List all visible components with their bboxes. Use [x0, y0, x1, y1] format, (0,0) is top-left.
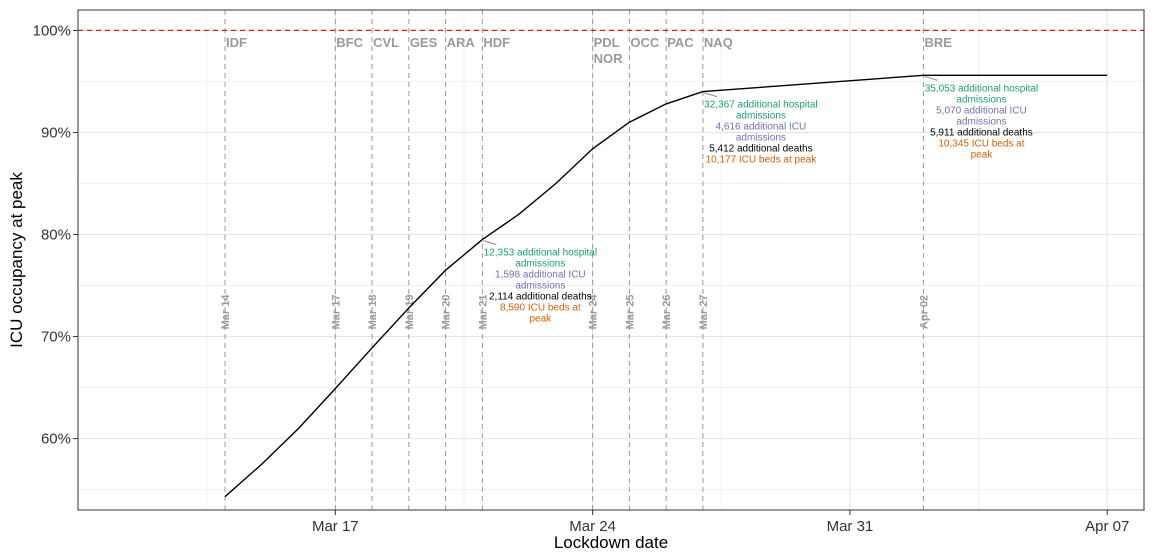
- region-label: GES: [410, 35, 438, 50]
- annotation-text: admissions: [956, 116, 1006, 127]
- annotation-text: 12,353 additional hospital: [484, 248, 597, 259]
- annotation-text: admissions: [956, 94, 1006, 105]
- lockdown-date-label: Mar 17: [330, 295, 342, 330]
- x-tick-label: Mar 24: [569, 518, 616, 535]
- x-tick-label: Mar 31: [827, 518, 874, 535]
- annotations-group: 12,353 additional hospitaladmissions1,59…: [483, 75, 1038, 325]
- minor-gridlines: [78, 10, 1144, 510]
- annotation-pointer: [703, 92, 718, 98]
- region-label: BRE: [924, 35, 952, 50]
- x-tick-label: Apr 07: [1085, 518, 1129, 535]
- annotation-text: 10,345 ICU beds at: [938, 138, 1024, 149]
- annotation-text: 4,616 additional ICU: [716, 122, 807, 133]
- y-tick-label: 60%: [41, 431, 71, 448]
- region-label: OCC: [630, 35, 660, 50]
- annotation-text: peak: [971, 149, 994, 160]
- annotation-text: 32,367 additional hospital: [704, 100, 817, 111]
- annotation-text: admissions: [515, 259, 565, 270]
- region-label: ARA: [447, 35, 476, 50]
- region-label: PDL: [594, 35, 620, 50]
- region-label: PAC: [667, 35, 694, 50]
- region-label: BFC: [336, 35, 363, 50]
- annotation-pointer: [483, 240, 497, 246]
- y-axis-title: ICU occupancy at peak: [7, 172, 26, 348]
- x-axis-title: Lockdown date: [554, 533, 668, 552]
- y-tick-label: 80%: [41, 226, 71, 243]
- y-axis: 60% 70% 80% 90% 100%: [33, 22, 78, 448]
- annotation-text: 8,590 ICU beds at: [500, 303, 581, 314]
- lockdown-date-label: Mar 18: [367, 295, 379, 330]
- occupancy-line: [224, 74, 1108, 498]
- lockdown-date-label: Mar 25: [624, 295, 636, 330]
- series-group: [224, 74, 1108, 498]
- lockdown-date-label: Apr 02: [918, 295, 930, 329]
- annotation-pointer: [924, 75, 938, 81]
- lockdown-date-label: Mar 24: [588, 294, 600, 330]
- x-tick-label: Mar 17: [312, 518, 359, 535]
- annotation-text: admissions: [736, 111, 786, 122]
- annotation-text: admissions: [736, 133, 786, 144]
- region-label: NAQ: [704, 35, 733, 50]
- y-tick-label: 70%: [41, 329, 71, 346]
- lockdown-date-label: Mar 27: [698, 295, 710, 330]
- region-label: CVL: [373, 35, 399, 50]
- lockdown-date-label: Mar 20: [441, 295, 453, 330]
- annotation-text: admissions: [515, 281, 565, 292]
- annotation-text: peak: [530, 314, 553, 325]
- y-tick-label: 90%: [41, 124, 71, 141]
- annotation-text: 2,114 additional deaths: [489, 292, 592, 303]
- annotation-text: 35,053 additional hospital: [925, 83, 1038, 94]
- plot-panel-border: [77, 9, 1145, 511]
- y-tick-label: 100%: [33, 22, 71, 39]
- region-label: IDF: [226, 35, 247, 50]
- annotation-text: 1,598 additional ICU: [495, 270, 586, 281]
- lockdown-date-label: Mar 21: [477, 295, 489, 330]
- region-label: HDF: [483, 35, 510, 50]
- annotation-text: 5,070 additional ICU: [936, 105, 1027, 116]
- annotation-text: 5,412 additional deaths: [709, 144, 812, 155]
- region-label: NOR: [594, 51, 624, 66]
- annotation-text: 5,911 additional deaths: [930, 127, 1033, 138]
- lockdown-date-label: Mar 26: [661, 295, 673, 330]
- x-axis: Mar 17 Mar 24 Mar 31 Apr 07: [312, 510, 1129, 535]
- lockdown-date-label: Mar 14: [220, 294, 232, 330]
- annotation-text: 10,177 ICU beds at peak: [706, 155, 818, 166]
